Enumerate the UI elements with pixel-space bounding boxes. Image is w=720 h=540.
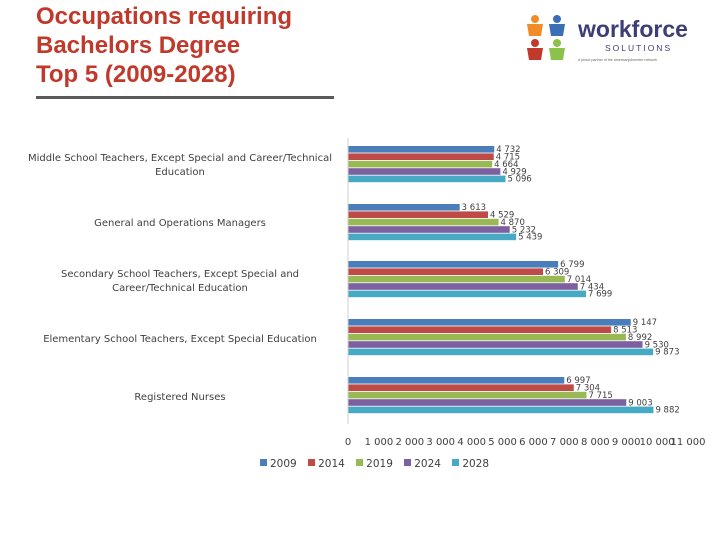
title-line-1: Occupations requiring	[36, 3, 293, 30]
legend-item: 2009	[260, 458, 297, 470]
category-label: Middle School Teachers, Except Special a…	[27, 153, 332, 178]
data-label: 6 799	[560, 260, 584, 270]
workforce-solutions-logo: workforce SOLUTIONS A proud partner of t…	[516, 10, 696, 70]
puzzle-people-icon	[527, 15, 565, 60]
bar	[348, 175, 506, 183]
data-label: 4 529	[490, 211, 514, 221]
bar	[348, 226, 510, 233]
data-label: 9 873	[655, 348, 679, 358]
category-label: General and Operations Managers	[94, 218, 266, 229]
x-tick-label: 11 000	[671, 437, 706, 448]
x-tick-label: 1 000	[365, 437, 394, 448]
data-label: 8 513	[613, 326, 637, 336]
data-label: 7 304	[576, 384, 600, 394]
data-label: 9 882	[655, 406, 679, 416]
bar	[348, 319, 631, 326]
bar	[348, 377, 565, 384]
slide-title: Occupations requiring Bachelors Degree T…	[36, 2, 366, 89]
logo-tagline: A proud partner of the americanjobcenter…	[578, 58, 657, 62]
title-line-3: Top 5 (2009-2028)	[36, 61, 236, 88]
x-tick-label: 0	[345, 437, 351, 448]
category-label: Secondary School Teachers, Except Specia…	[60, 269, 300, 294]
x-tick-label: 9 000	[612, 437, 641, 448]
x-tick-label: 5 000	[488, 437, 517, 448]
legend-swatch	[308, 459, 316, 466]
bar	[348, 218, 499, 226]
bar	[348, 204, 460, 211]
legend-swatch	[452, 459, 460, 466]
legend-swatch	[260, 459, 267, 466]
legend-item: 2028	[452, 458, 489, 470]
legend-label: 2028	[462, 458, 490, 470]
logo-subtitle: SOLUTIONS	[605, 43, 673, 53]
data-label: 6 309	[545, 268, 569, 278]
data-label: 8 992	[628, 333, 652, 343]
bar	[348, 268, 544, 275]
data-label: 7 699	[588, 290, 612, 300]
bar	[348, 275, 565, 283]
title-underline	[36, 96, 334, 99]
bar	[348, 283, 578, 290]
title-line-2: Bachelors Degree	[36, 32, 241, 59]
x-tick-label: 10 000	[640, 437, 675, 448]
data-label: 4 732	[496, 145, 520, 155]
data-label: 9 147	[633, 318, 657, 328]
chart-legend: 2009 2014 2019 2024 2028	[260, 458, 497, 472]
bar	[348, 290, 586, 298]
x-tick-label: 6 000	[519, 437, 548, 448]
legend-item: 2014	[308, 458, 345, 470]
x-tick-label: 4 000	[457, 437, 486, 448]
x-tick-label: 3 000	[426, 437, 455, 448]
bar	[348, 348, 654, 356]
bar	[348, 146, 495, 153]
data-label: 4 715	[496, 153, 520, 163]
x-tick-label: 8 000	[581, 437, 610, 448]
legend-label: 2014	[318, 458, 345, 470]
data-label: 4 664	[494, 160, 518, 170]
data-label: 4 929	[502, 167, 526, 177]
data-label: 9 530	[645, 340, 669, 350]
legend-item: 2024	[404, 458, 441, 470]
data-label: 7 014	[567, 275, 591, 285]
data-label: 5 096	[508, 175, 532, 185]
data-label: 7 434	[580, 282, 604, 292]
bar	[348, 384, 574, 391]
category-label: Elementary School Teachers, Except Speci…	[43, 334, 317, 345]
data-label: 4 870	[501, 218, 525, 228]
bar	[348, 261, 559, 268]
bar	[348, 341, 643, 348]
legend-swatch	[404, 459, 412, 466]
data-label: 3 613	[462, 203, 486, 213]
legend-item: 2019	[356, 458, 393, 470]
data-label: 9 003	[628, 398, 652, 408]
bar	[348, 333, 626, 341]
x-tick-label: 2 000	[395, 437, 424, 448]
bar	[348, 153, 494, 160]
x-tick-label: 7 000	[550, 437, 579, 448]
legend-label: 2019	[366, 458, 393, 470]
logo-wordmark: workforce	[578, 16, 688, 42]
data-label: 7 715	[588, 391, 612, 401]
bar	[348, 233, 517, 241]
legend-label: 2024	[414, 458, 441, 470]
bar	[348, 406, 654, 414]
legend-swatch	[356, 459, 364, 466]
bar-group	[348, 146, 654, 414]
x-axis-ticks: 0 1 000 2 000 3 000 4 000 5 000 6 000 7 000 8 00…	[345, 437, 706, 448]
data-label: 6 997	[566, 376, 590, 386]
bar	[348, 391, 587, 399]
data-label: 5 232	[512, 225, 536, 235]
category-label: Registered Nurses	[134, 392, 226, 403]
bar	[348, 160, 493, 168]
data-label: 5 439	[518, 233, 542, 243]
bar	[348, 211, 488, 218]
bar	[348, 326, 612, 333]
bar	[348, 399, 627, 406]
bar	[348, 168, 501, 175]
legend-label: 2009	[270, 458, 297, 470]
